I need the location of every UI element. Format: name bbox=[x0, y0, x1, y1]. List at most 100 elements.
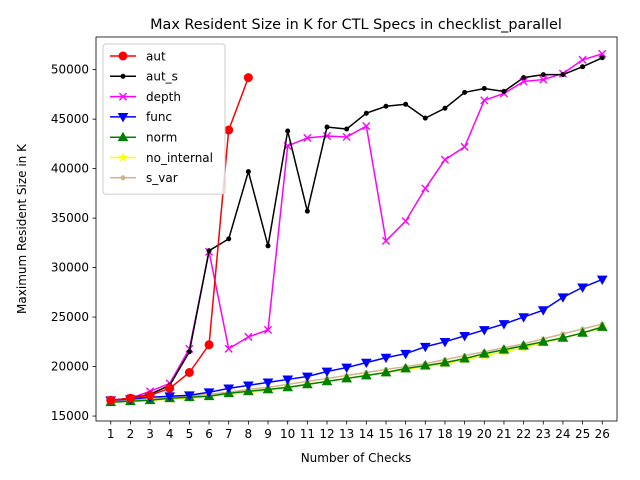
data-point bbox=[282, 375, 294, 385]
x-tick-label: 25 bbox=[575, 427, 590, 441]
legend-label: aut bbox=[146, 49, 166, 63]
x-tick-label: 7 bbox=[225, 427, 233, 441]
data-point bbox=[321, 375, 333, 386]
data-point bbox=[165, 383, 175, 393]
data-point bbox=[381, 236, 391, 245]
x-tick-label: 12 bbox=[319, 427, 334, 441]
data-point bbox=[223, 384, 235, 394]
legend-marker bbox=[117, 113, 129, 123]
legend-box bbox=[102, 43, 226, 195]
data-point bbox=[481, 85, 487, 91]
data-point bbox=[421, 184, 430, 193]
data-point bbox=[324, 124, 330, 130]
data-point bbox=[224, 125, 234, 135]
data-point bbox=[501, 88, 507, 94]
data-point bbox=[400, 363, 412, 373]
x-tick-label: 18 bbox=[437, 427, 452, 441]
x-axis-label: Number of Checks bbox=[301, 451, 412, 465]
x-tick-label: 5 bbox=[186, 427, 194, 441]
series-layer bbox=[105, 49, 608, 407]
data-point bbox=[422, 115, 428, 121]
x-axis-ticks: 1 2 3 4 5 6 7 8 9 10 11 12 13 14 15 16 17 18 19 20 21 22 23 24 2… bbox=[107, 421, 610, 441]
y-tick-label: 35000 bbox=[51, 211, 89, 225]
data-point bbox=[540, 72, 546, 78]
data-point bbox=[498, 320, 510, 330]
x-tick-label: 15 bbox=[378, 427, 393, 441]
data-point bbox=[596, 275, 608, 285]
legend-marker bbox=[120, 73, 126, 79]
data-point bbox=[204, 340, 214, 350]
data-point bbox=[203, 388, 215, 398]
data-point bbox=[419, 360, 431, 370]
x-tick-label: 8 bbox=[245, 427, 253, 441]
legend-label: depth bbox=[146, 90, 181, 104]
x-tick-label: 16 bbox=[398, 427, 413, 441]
data-point bbox=[478, 326, 490, 336]
legend-item: s_var bbox=[110, 171, 178, 185]
x-tick-label: 20 bbox=[477, 427, 492, 441]
legend-label: norm bbox=[146, 131, 177, 145]
legend-marker bbox=[118, 51, 128, 61]
data-point bbox=[282, 381, 294, 392]
x-tick-label: 6 bbox=[205, 427, 213, 441]
legend-item: depth bbox=[110, 90, 181, 104]
data-point bbox=[362, 121, 371, 131]
data-point bbox=[599, 55, 605, 61]
x-tick-label: 21 bbox=[496, 427, 511, 441]
data-point bbox=[580, 64, 586, 70]
data-point bbox=[560, 72, 566, 78]
x-tick-label: 13 bbox=[339, 427, 354, 441]
data-point bbox=[243, 73, 253, 83]
x-tick-label: 1 bbox=[107, 427, 115, 441]
data-point bbox=[263, 325, 273, 335]
x-tick-label: 4 bbox=[166, 427, 174, 441]
data-point bbox=[419, 342, 431, 353]
x-tick-label: 2 bbox=[127, 427, 135, 441]
legend-item: no_internal bbox=[110, 151, 213, 165]
data-point bbox=[226, 236, 232, 242]
legend-label: s_var bbox=[146, 171, 178, 185]
data-point bbox=[285, 128, 291, 134]
data-point bbox=[459, 353, 470, 363]
data-point bbox=[537, 306, 549, 316]
data-point bbox=[518, 340, 529, 350]
data-point bbox=[383, 103, 389, 109]
data-point bbox=[518, 313, 529, 323]
y-axis-ticks: 15000 20000 25000 30000 35000 40000 45000 50000 bbox=[51, 63, 96, 423]
data-point bbox=[304, 208, 310, 214]
data-point bbox=[380, 353, 392, 364]
legend-item: norm bbox=[110, 131, 177, 145]
data-point bbox=[303, 133, 312, 143]
y-tick-label: 45000 bbox=[51, 112, 89, 126]
data-point bbox=[400, 349, 412, 360]
y-axis-label: Maximum Resident Size in K bbox=[15, 143, 29, 314]
data-point bbox=[537, 336, 549, 346]
legend-item: func bbox=[110, 110, 172, 124]
y-tick-label: 50000 bbox=[51, 63, 89, 77]
data-point bbox=[184, 391, 195, 401]
data-point bbox=[539, 75, 548, 84]
data-point bbox=[363, 110, 369, 116]
y-tick-label: 20000 bbox=[51, 360, 89, 374]
data-point bbox=[360, 358, 372, 369]
legend-marker bbox=[118, 92, 128, 101]
y-tick-label: 15000 bbox=[51, 409, 89, 423]
data-point bbox=[342, 132, 351, 142]
x-tick-label: 9 bbox=[264, 427, 272, 441]
data-point bbox=[360, 369, 372, 380]
chart-title: Max Resident Size in K for CTL Specs in … bbox=[150, 17, 562, 33]
y-tick-label: 40000 bbox=[51, 162, 89, 176]
data-point bbox=[478, 348, 490, 358]
data-point bbox=[321, 367, 333, 378]
data-point bbox=[439, 337, 451, 348]
x-tick-label: 26 bbox=[595, 427, 610, 441]
x-tick-label: 10 bbox=[280, 427, 295, 441]
x-tick-label: 14 bbox=[359, 427, 374, 441]
data-point bbox=[380, 366, 392, 377]
series-line bbox=[110, 57, 603, 401]
data-point bbox=[206, 248, 212, 254]
legend-label: aut_s bbox=[146, 70, 178, 84]
legend-item: aut_s bbox=[110, 70, 178, 84]
